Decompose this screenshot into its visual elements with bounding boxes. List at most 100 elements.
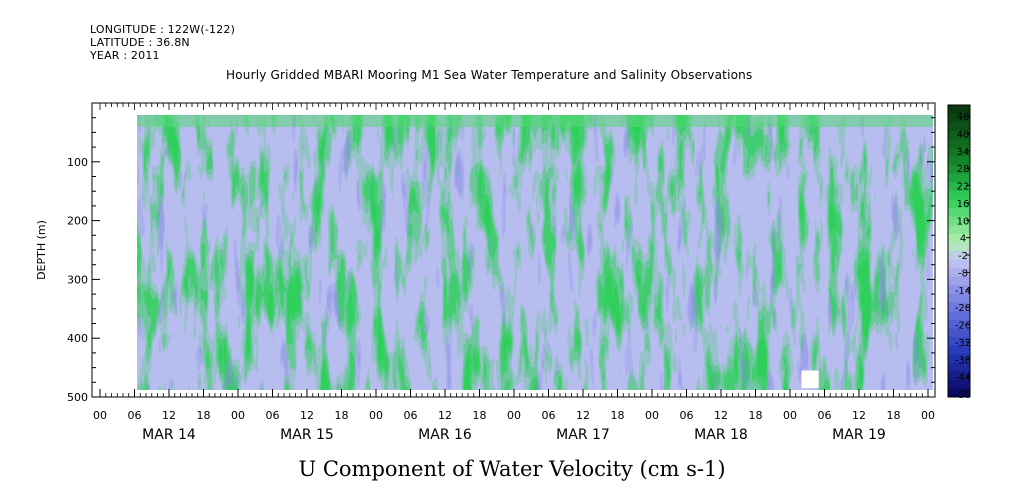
- colorbar-label: 28: [957, 164, 970, 175]
- x-hour-label: 06: [404, 409, 418, 422]
- colorbar-label: -38: [955, 355, 971, 366]
- colorbar-label: -32: [955, 338, 971, 349]
- colorbar-swatch: [948, 259, 970, 269]
- x-day-label: MAR 17: [556, 427, 610, 443]
- colorbar-swatch: [948, 268, 970, 278]
- colorbar-swatch: [948, 242, 970, 252]
- colorbar-swatch: [948, 319, 970, 329]
- colorbar-label: 40: [957, 129, 970, 140]
- colorbar-label: -50: [955, 390, 971, 401]
- missing-data-cell: [801, 370, 819, 389]
- colorbar-swatch: [948, 345, 970, 355]
- colorbar-swatch: [948, 362, 970, 372]
- colorbar-swatch: [948, 190, 970, 200]
- colorbar-swatch: [948, 130, 970, 140]
- x-hour-label: 06: [266, 409, 280, 422]
- colorbar-swatch: [948, 165, 970, 175]
- colorbar-swatch: [948, 208, 970, 218]
- colorbar-label: -14: [955, 286, 971, 297]
- colorbar-swatch: [948, 354, 970, 364]
- colorbar-swatch: [948, 251, 970, 261]
- colorbar-swatch: [948, 225, 970, 235]
- x-hour-label: 06: [542, 409, 556, 422]
- x-hour-label: 00: [783, 409, 797, 422]
- colorbar-swatch: [948, 147, 970, 158]
- x-hour-label: 00: [369, 409, 383, 422]
- colorbar-swatch: [948, 328, 970, 338]
- colorbar-swatch: [948, 173, 970, 183]
- y-tick-label: 300: [67, 273, 88, 286]
- colorbar-label: 10: [957, 216, 970, 227]
- y-tick-label: 200: [67, 215, 88, 228]
- y-tick-label: 100: [67, 156, 88, 169]
- missing-data-patch: [801, 370, 819, 389]
- x-day-label: MAR 14: [142, 427, 196, 443]
- colorbar: 46 40 34 28 22 16 10 4 -2 -8 -14 -20 -26 -32 -38 -44 -50: [947, 104, 971, 401]
- colorbar-swatch: [948, 388, 970, 398]
- x-hour-label: 18: [749, 409, 763, 422]
- colorbar-label: 34: [957, 147, 970, 158]
- y-axis: 100 200 300 400 500: [67, 102, 100, 404]
- x-day-label: MAR 19: [832, 427, 886, 443]
- x-hour-label: 18: [197, 409, 211, 422]
- colorbar-swatch: [948, 122, 970, 132]
- colorbar-swatch: [948, 336, 970, 346]
- y-tick-label: 500: [67, 391, 88, 404]
- x-hour-label: 12: [162, 409, 176, 422]
- x-hour-label: 18: [611, 409, 625, 422]
- chart-title: Hourly Gridded MBARI Mooring M1 Sea Wate…: [226, 68, 753, 82]
- x-hour-label: 12: [438, 409, 452, 422]
- x-day-label: MAR 18: [694, 427, 748, 443]
- x-hour-label: 12: [576, 409, 590, 422]
- colorbar-swatch: [948, 293, 970, 304]
- y-tick-label: 400: [67, 332, 88, 345]
- year-label: YEAR : 2011: [90, 49, 160, 62]
- colorbar-swatch: [948, 105, 970, 115]
- colorbar-swatch: [948, 233, 970, 243]
- x-day-label: MAR 16: [418, 427, 472, 443]
- x-hour-label: 18: [335, 409, 349, 422]
- colorbar-label: 46: [957, 112, 970, 123]
- x-hour-label: 12: [852, 409, 866, 422]
- x-hour-label: 00: [231, 409, 245, 422]
- x-hour-label: 00: [507, 409, 521, 422]
- chart-caption: U Component of Water Velocity (cm s-1): [298, 457, 725, 481]
- longitude-label: LONGITUDE : 122W(-122): [90, 23, 236, 36]
- y-axis-label: DEPTH (m): [35, 220, 48, 280]
- colorbar-swatch: [948, 182, 970, 192]
- colorbar-label: -44: [955, 373, 971, 384]
- velocity-heatmap: [137, 115, 933, 390]
- x-hour-label: 12: [300, 409, 314, 422]
- colorbar-frame: [947, 104, 971, 398]
- colorbar-label: -20: [955, 303, 971, 314]
- x-hour-label: 00: [645, 409, 659, 422]
- colorbar-swatch: [948, 216, 970, 226]
- latitude-label: LATITUDE : 36.8N: [90, 36, 190, 49]
- x-axis: 00 06 12 18 00 06 12 18 00 06 12 18 00 06 12 18 00 06 12 18…: [93, 389, 935, 443]
- colorbar-swatch: [948, 379, 970, 389]
- x-hour-label: 18: [887, 409, 901, 422]
- colorbar-swatch: [948, 311, 970, 321]
- x-hour-label: 06: [128, 409, 142, 422]
- right-minor-ticks: [927, 102, 935, 398]
- colorbar-label: 4: [960, 234, 966, 245]
- colorbar-label: -26: [955, 321, 971, 332]
- top-minor-ticks: [99, 103, 929, 110]
- x-hour-label: 00: [921, 409, 935, 422]
- colorbar-swatch: [948, 285, 970, 295]
- colorbar-label: -2: [958, 251, 968, 262]
- colorbar-swatch: [948, 371, 970, 381]
- x-hour-label: 12: [714, 409, 728, 422]
- x-hour-label: 06: [680, 409, 694, 422]
- colorbar-swatch: [948, 139, 970, 149]
- x-hour-label: 06: [818, 409, 832, 422]
- colorbar-label: -8: [958, 268, 968, 279]
- colorbar-swatch: [948, 199, 970, 209]
- colorbar-label: 16: [957, 199, 970, 210]
- colorbar-swatch: [948, 302, 970, 312]
- colorbar-swatch: [948, 156, 970, 166]
- x-hour-label: 18: [473, 409, 487, 422]
- x-day-label: MAR 15: [280, 427, 334, 443]
- x-hour-label: 00: [93, 409, 107, 422]
